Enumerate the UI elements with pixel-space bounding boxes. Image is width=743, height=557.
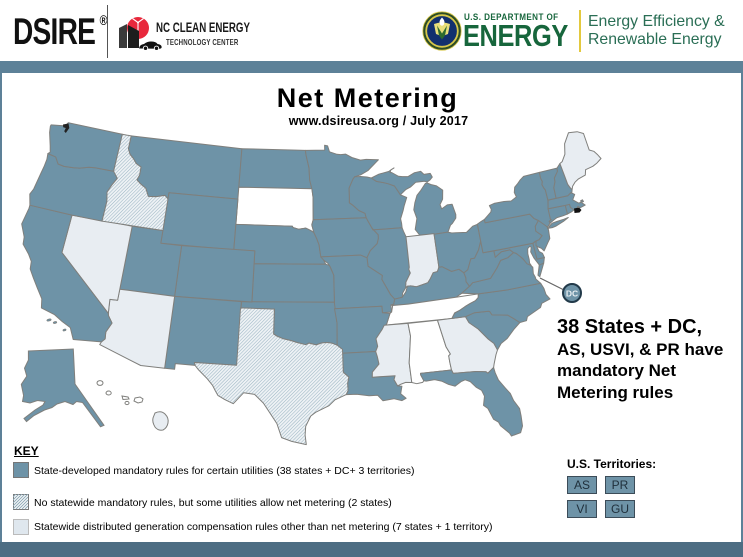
svg-text:DC: DC [566,289,578,299]
